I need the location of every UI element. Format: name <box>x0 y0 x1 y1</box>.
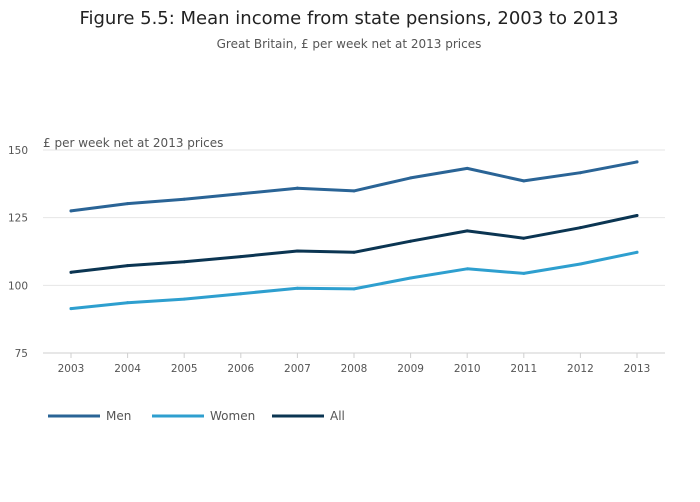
data-point-men <box>239 192 243 196</box>
data-point-all <box>295 249 299 253</box>
data-point-women <box>182 297 186 301</box>
data-point-all <box>635 214 639 218</box>
data-point-all <box>465 229 469 233</box>
data-point-all <box>409 239 413 243</box>
data-point-men <box>352 189 356 193</box>
data-point-women <box>295 286 299 290</box>
data-point-all <box>182 260 186 264</box>
data-point-all <box>352 250 356 254</box>
legend-label-men: Men <box>106 409 131 423</box>
data-point-women <box>352 287 356 291</box>
y-tick-label: 125 <box>8 213 28 225</box>
data-point-men <box>465 166 469 170</box>
x-tick-label: 2003 <box>58 363 85 375</box>
y-axis-ticks: 75 100 125 150 <box>8 145 28 360</box>
data-point-men <box>126 202 130 206</box>
x-tick-label: 2008 <box>341 363 368 375</box>
y-tick-label: 75 <box>15 348 28 360</box>
legend-label-all: All <box>330 409 345 423</box>
x-tick-label: 2013 <box>624 363 651 375</box>
data-point-men <box>69 209 73 213</box>
y-tick-label: 100 <box>8 280 28 292</box>
data-point-men <box>578 171 582 175</box>
x-tick-label: 2011 <box>510 363 537 375</box>
x-tick-label: 2006 <box>227 363 254 375</box>
x-tick-label: 2004 <box>114 363 141 375</box>
series-line-men <box>69 160 639 213</box>
data-point-women <box>522 271 526 275</box>
data-point-men <box>522 179 526 183</box>
gridlines <box>43 149 665 286</box>
legend-label-women: Women <box>210 409 255 423</box>
x-tick-label: 2010 <box>454 363 481 375</box>
chart-title: Figure 5.5: Mean income from state pensi… <box>79 8 618 29</box>
data-point-men <box>182 197 186 201</box>
data-point-women <box>409 276 413 280</box>
data-point-all <box>126 264 130 268</box>
data-point-men <box>409 176 413 180</box>
data-point-all <box>578 226 582 230</box>
data-point-women <box>465 267 469 271</box>
legend: Men Women All <box>48 409 345 423</box>
data-point-all <box>69 270 73 274</box>
data-point-all <box>522 236 526 240</box>
x-tick-label: 2009 <box>397 363 424 375</box>
series-lines <box>69 160 639 311</box>
data-point-women <box>69 307 73 311</box>
data-point-all <box>239 255 243 259</box>
data-point-men <box>295 186 299 190</box>
x-tick-label: 2007 <box>284 363 311 375</box>
data-point-women <box>635 250 639 254</box>
x-tick-label: 2012 <box>567 363 594 375</box>
data-point-women <box>578 262 582 266</box>
chart-subtitle: Great Britain, £ per week net at 2013 pr… <box>217 37 482 51</box>
y-tick-label: 150 <box>8 145 28 157</box>
x-axis: 2003 2004 2005 2006 2007 2008 2009 2010 2011 2012… <box>43 352 665 375</box>
series-line-all <box>69 214 639 274</box>
series-line-women <box>69 250 639 311</box>
data-point-women <box>126 301 130 305</box>
y-axis-label: £ per week net at 2013 prices <box>43 136 223 150</box>
x-tick-label: 2005 <box>171 363 198 375</box>
data-point-men <box>635 160 639 164</box>
data-point-women <box>239 292 243 296</box>
